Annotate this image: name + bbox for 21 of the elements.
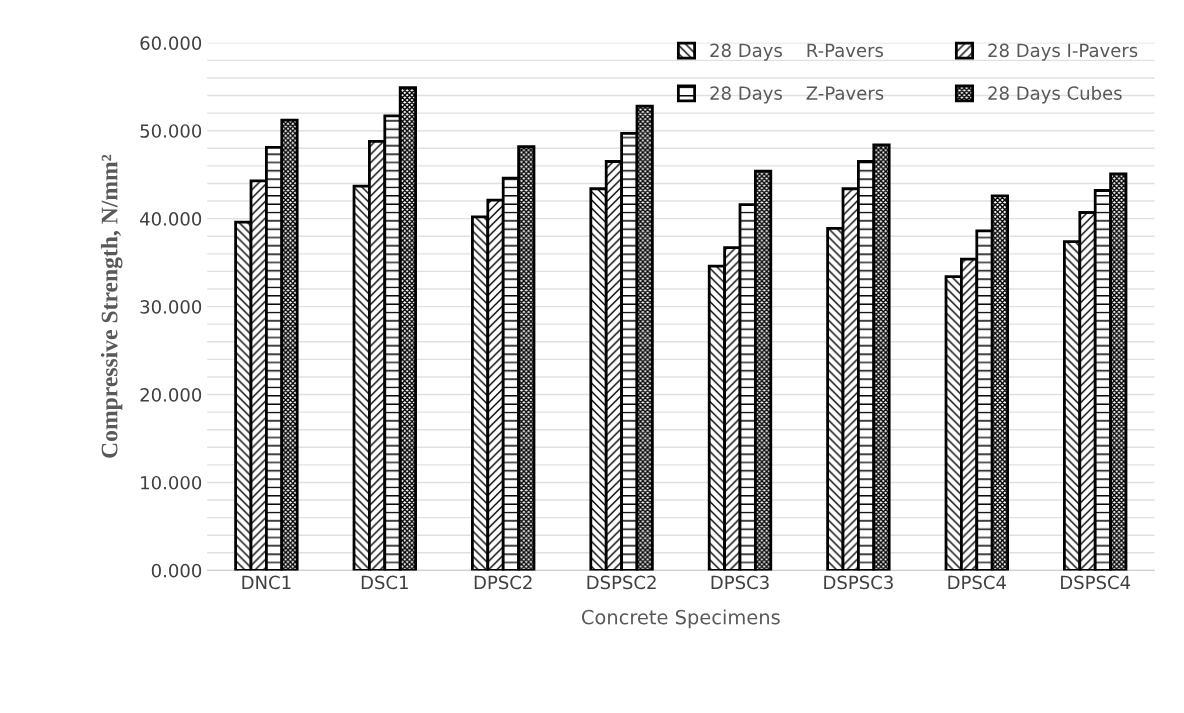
x-tick-label: DNC1: [242, 575, 291, 590]
y-axis-title: Compressive Strength, N/mm²: [100, 154, 123, 458]
y-tick-label: 40.000: [140, 212, 202, 226]
x-tick-label: DSC1: [361, 575, 408, 590]
x-tick-label: DPSC4: [948, 575, 1006, 590]
legend-label: 28 Days R-Pavers: [710, 43, 884, 61]
y-tick-label: 0.000: [151, 563, 202, 578]
legend-label: 28 Days Cubes: [988, 85, 1122, 104]
y-tick-label: 10.000: [141, 475, 202, 490]
y-tick-label: 60.000: [140, 36, 202, 50]
x-tick-label: DSPSC4: [1061, 575, 1131, 590]
x-tick-label: DSPSC2: [587, 575, 656, 590]
y-tick-label: 20.000: [140, 387, 202, 402]
x-axis-title: Concrete Specimens: [581, 609, 780, 629]
x-tick-label: DSPSC3: [824, 575, 893, 590]
legend-label: 28 Days Z-Pavers: [710, 86, 884, 104]
y-tick-label: 50.000: [140, 124, 202, 138]
x-tick-label: DPSC2: [474, 575, 532, 590]
x-tick-label: DPSC3: [711, 575, 769, 590]
legend-label: 28 Days I-Pavers: [988, 43, 1138, 61]
y-tick-label: 30.000: [140, 300, 202, 314]
